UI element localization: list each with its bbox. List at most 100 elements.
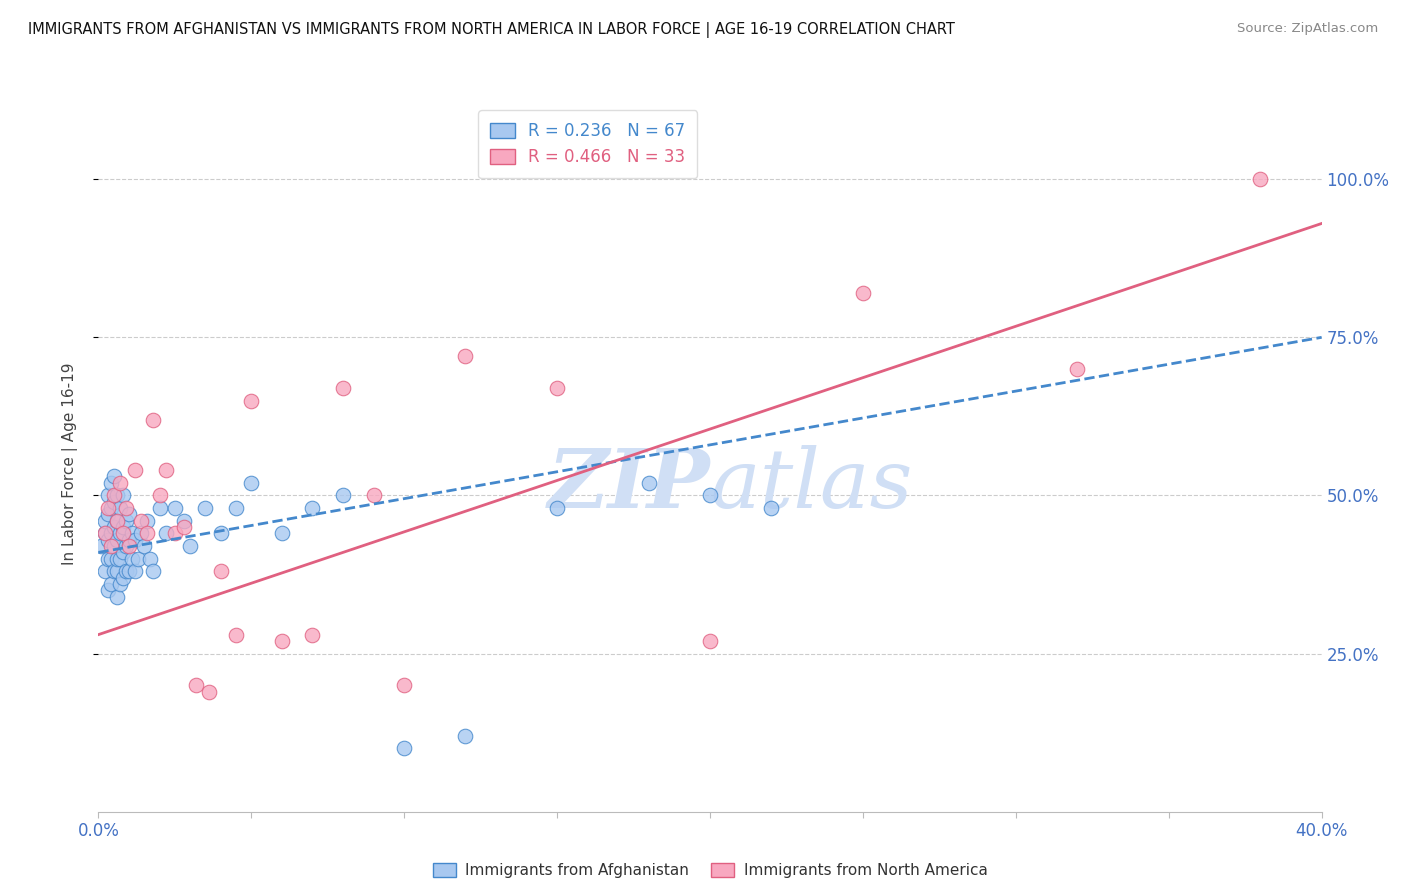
Point — [108, 475, 131, 490]
Point — [97, 583, 120, 598]
Point — [155, 526, 177, 541]
Point — [129, 514, 152, 528]
Point — [105, 533, 128, 547]
Point — [97, 508, 120, 522]
Point — [149, 488, 172, 502]
Point — [852, 286, 875, 301]
Text: atlas: atlas — [710, 445, 912, 524]
Point — [108, 501, 131, 516]
Point — [225, 501, 247, 516]
Point — [121, 551, 143, 566]
Point — [115, 565, 138, 579]
Point — [108, 526, 131, 541]
Point — [454, 349, 477, 363]
Point — [142, 412, 165, 426]
Point — [240, 475, 263, 490]
Point — [301, 501, 323, 516]
Point — [225, 627, 247, 641]
Point — [392, 741, 416, 756]
Point — [97, 488, 120, 502]
Text: IMMIGRANTS FROM AFGHANISTAN VS IMMIGRANTS FROM NORTH AMERICA IN LABOR FORCE | AG: IMMIGRANTS FROM AFGHANISTAN VS IMMIGRANT… — [28, 22, 955, 38]
Point — [173, 520, 195, 534]
Point — [127, 551, 149, 566]
Point — [197, 684, 219, 698]
Point — [637, 475, 661, 490]
Point — [301, 627, 323, 641]
Point — [100, 539, 122, 553]
Text: Source: ZipAtlas.com: Source: ZipAtlas.com — [1237, 22, 1378, 36]
Point — [332, 488, 354, 502]
Point — [111, 526, 134, 541]
Point — [105, 565, 128, 579]
Point — [759, 501, 782, 516]
Point — [173, 514, 195, 528]
Point — [115, 501, 138, 516]
Point — [118, 565, 141, 579]
Point — [363, 488, 385, 502]
Point — [454, 729, 477, 743]
Point — [392, 678, 416, 692]
Point — [111, 545, 134, 559]
Point — [142, 565, 165, 579]
Point — [118, 539, 141, 553]
Point — [108, 577, 131, 591]
Point — [105, 488, 128, 502]
Point — [139, 551, 162, 566]
Point — [103, 520, 125, 534]
Point — [108, 551, 131, 566]
Point — [699, 488, 721, 502]
Point — [100, 501, 122, 516]
Point — [111, 520, 134, 534]
Point — [155, 463, 177, 477]
Point — [121, 526, 143, 541]
Point — [100, 475, 122, 490]
Point — [115, 539, 138, 553]
Legend: Immigrants from Afghanistan, Immigrants from North America: Immigrants from Afghanistan, Immigrants … — [426, 857, 994, 884]
Point — [103, 488, 125, 502]
Point — [270, 634, 292, 648]
Point — [100, 526, 122, 541]
Point — [179, 539, 201, 553]
Point — [270, 526, 292, 541]
Point — [105, 514, 128, 528]
Point — [209, 526, 232, 541]
Point — [103, 565, 125, 579]
Point — [93, 514, 115, 528]
Point — [93, 526, 115, 541]
Y-axis label: In Labor Force | Age 16-19: In Labor Force | Age 16-19 — [62, 362, 77, 566]
Point — [163, 526, 186, 541]
Point — [103, 469, 125, 483]
Point — [129, 526, 152, 541]
Point — [93, 526, 115, 541]
Point — [97, 551, 120, 566]
Point — [124, 565, 146, 579]
Point — [103, 495, 125, 509]
Point — [124, 533, 146, 547]
Point — [699, 634, 721, 648]
Point — [90, 539, 112, 553]
Point — [111, 488, 134, 502]
Point — [105, 514, 128, 528]
Point — [134, 539, 156, 553]
Point — [194, 501, 217, 516]
Point — [1249, 172, 1271, 186]
Point — [100, 577, 122, 591]
Point — [118, 533, 141, 547]
Point — [240, 393, 263, 408]
Point — [97, 501, 120, 516]
Point — [111, 571, 134, 585]
Point — [136, 526, 159, 541]
Point — [97, 533, 120, 547]
Point — [136, 514, 159, 528]
Point — [1066, 362, 1088, 376]
Point — [103, 539, 125, 553]
Point — [546, 381, 568, 395]
Point — [186, 678, 208, 692]
Point — [124, 463, 146, 477]
Point — [163, 501, 186, 516]
Point — [100, 551, 122, 566]
Point — [105, 551, 128, 566]
Point — [115, 514, 138, 528]
Point — [209, 565, 232, 579]
Point — [105, 590, 128, 604]
